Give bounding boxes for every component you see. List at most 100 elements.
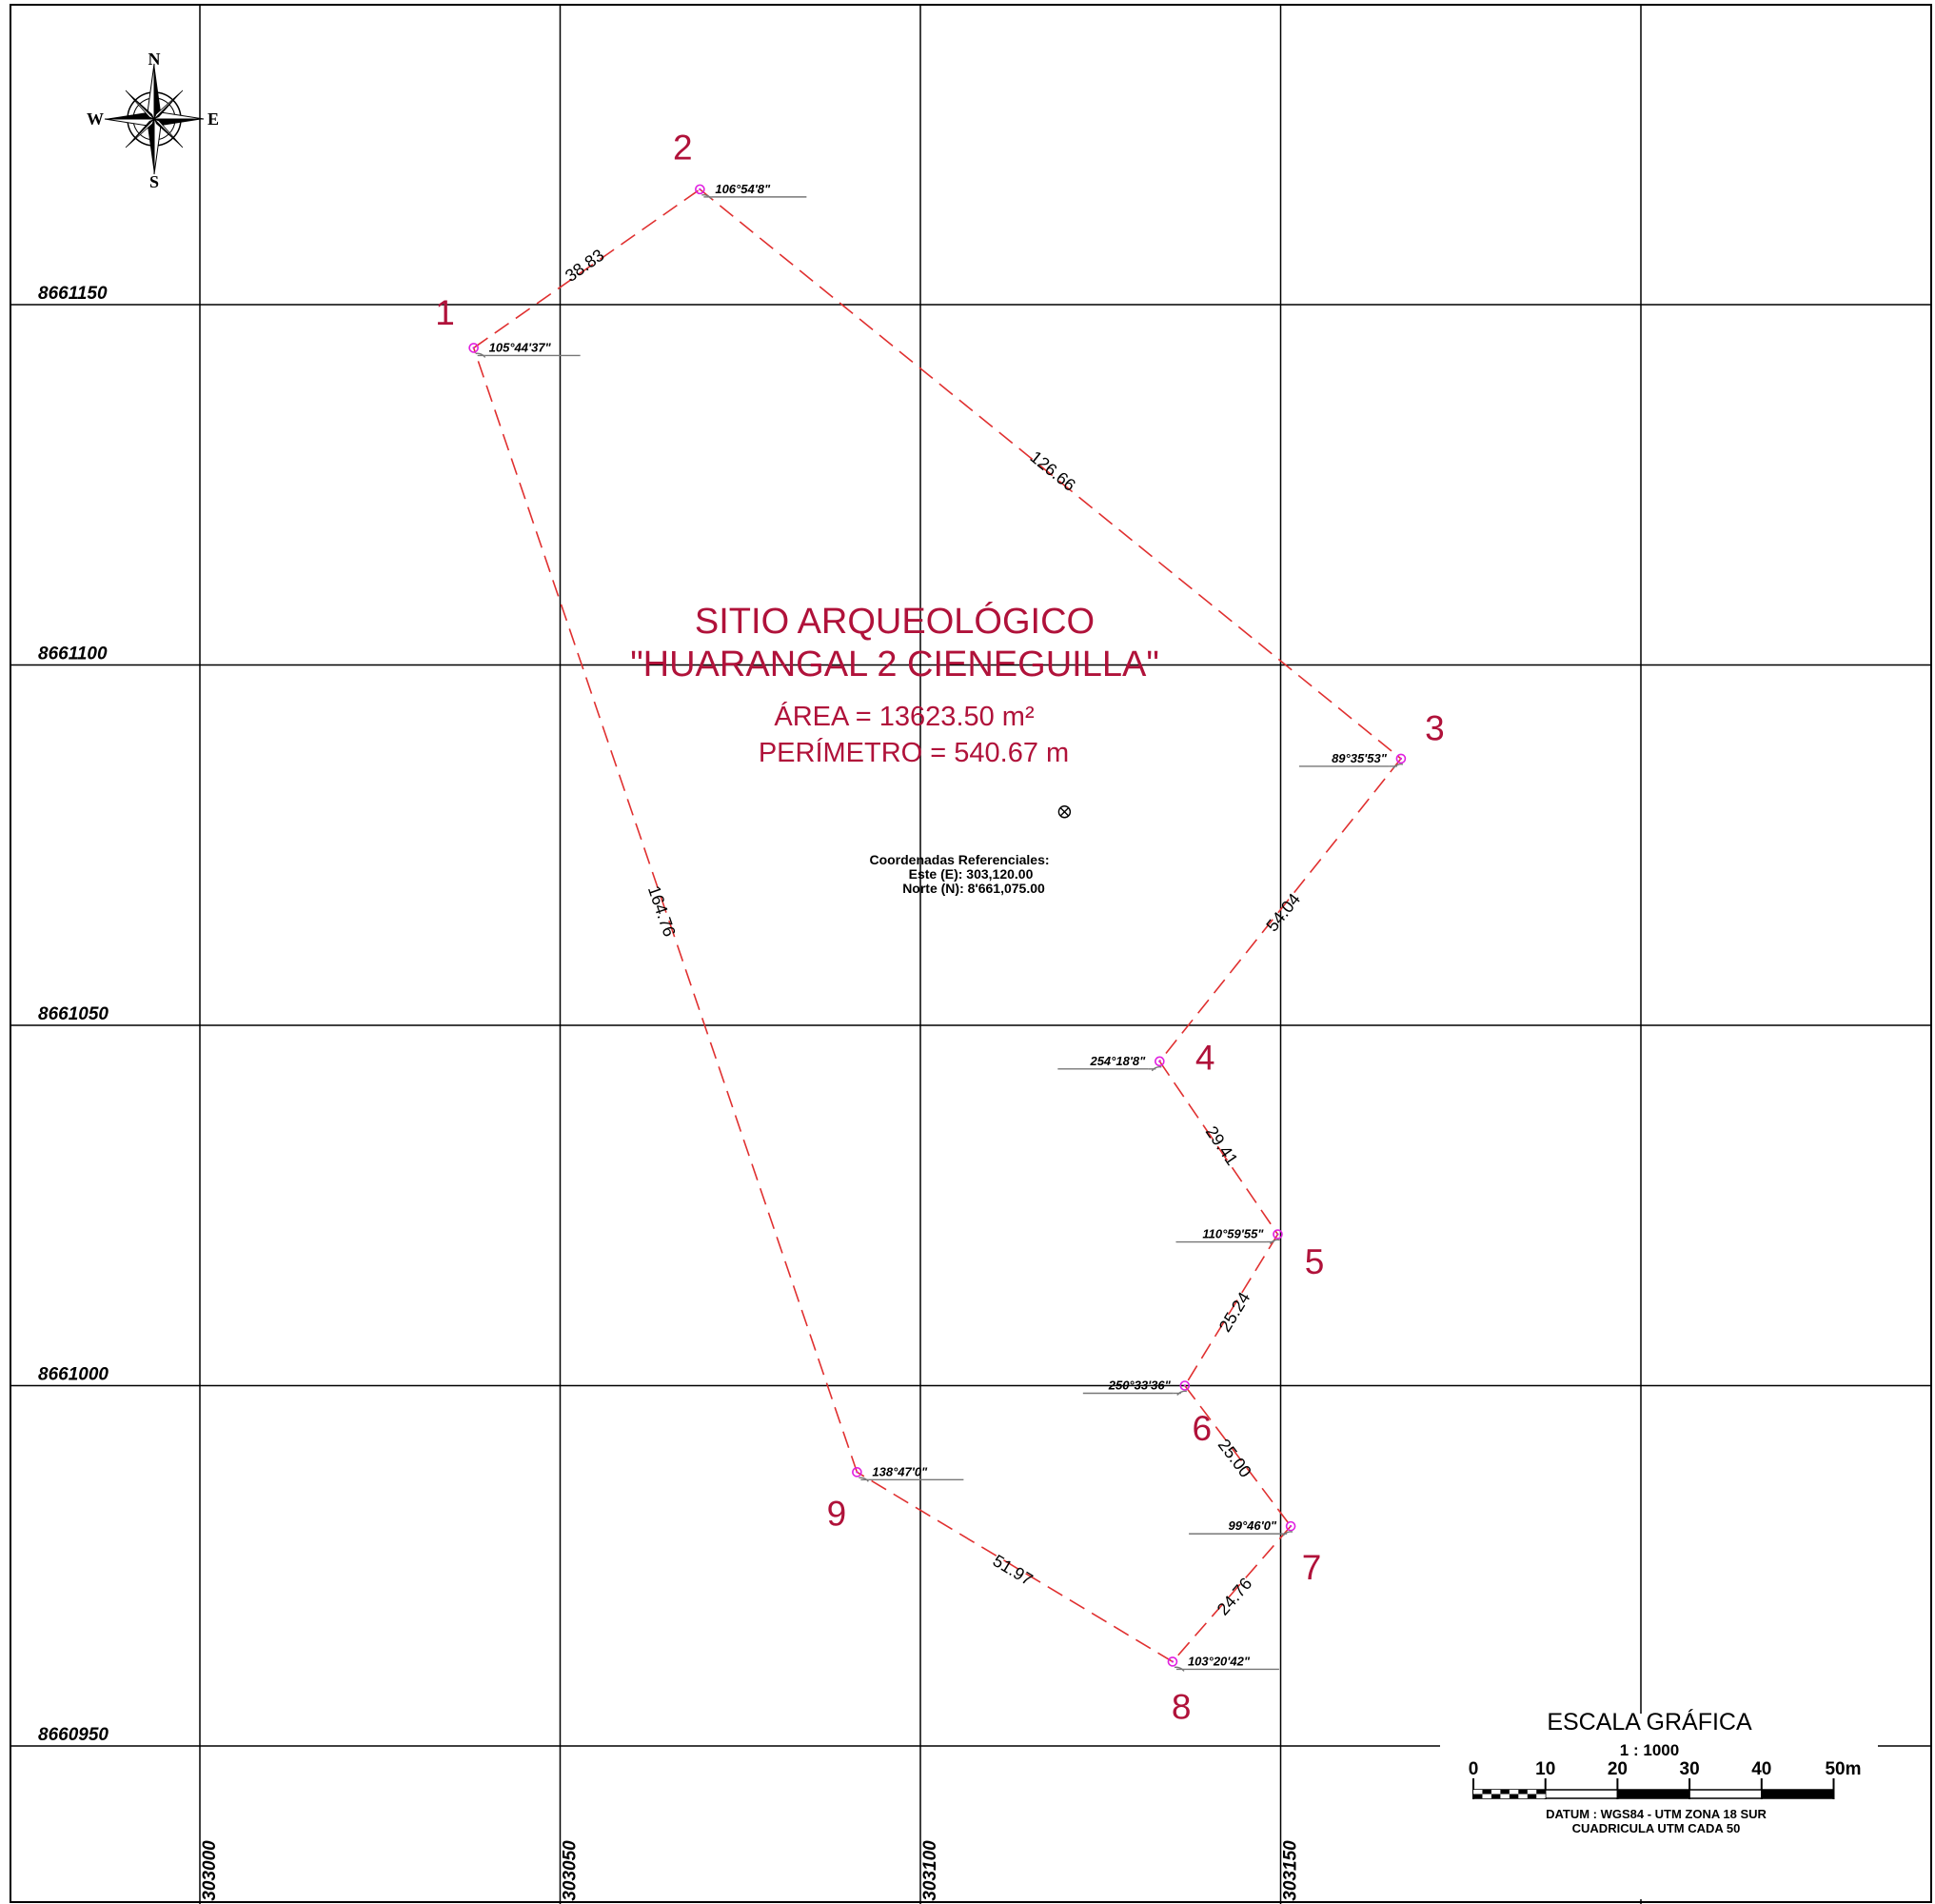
vertex-angle: 103°20'42" — [1174, 1654, 1279, 1672]
boundary-edge — [856, 1471, 1174, 1663]
site-perimeter: PERÍMETRO = 540.67 m — [759, 737, 1069, 768]
vertex-angle-label: 99°46'0" — [1228, 1518, 1276, 1533]
boundary-edge — [1172, 1525, 1292, 1662]
angle-arc — [1151, 1065, 1162, 1072]
vertex-number: 6 — [1193, 1409, 1213, 1448]
vertex-angle-label: 89°35'53" — [1332, 751, 1388, 765]
vertex-marker-icon — [1167, 1656, 1178, 1667]
scale-checker — [1527, 1790, 1537, 1795]
scale-segment — [1544, 1789, 1619, 1799]
boundary-edge — [1158, 758, 1402, 1062]
grid-label-northing: 8661000 — [38, 1365, 109, 1385]
vertex-marker-icon — [852, 1467, 862, 1478]
vertex-marker-icon — [1395, 753, 1407, 764]
vertex-number: 2 — [673, 128, 693, 167]
compass-north-label: N — [148, 50, 161, 69]
vertex-marker-icon — [1179, 1380, 1191, 1391]
site-area: ÁREA = 13623.50 m² — [774, 701, 1035, 732]
scale-bar: 0 10 20 30 40 50m — [1469, 1759, 1862, 1799]
reference-point: Coordenadas Referenciales: Este (E): 303… — [869, 805, 1072, 896]
vertex-angle: 106°54'8" — [701, 182, 807, 200]
vertex-angle-label: 105°44'37" — [489, 340, 552, 354]
grid-label-easting: 303100 — [920, 1840, 940, 1901]
scale-tick-label: 50m — [1825, 1759, 1861, 1779]
vertex-angle: 110°59'55" — [1175, 1227, 1280, 1244]
grid-label-northing: 8661100 — [38, 645, 108, 664]
boundary-edge — [1184, 1234, 1279, 1386]
vertex-angle: 99°46'0" — [1189, 1518, 1293, 1537]
scale-checker — [1482, 1794, 1491, 1798]
scale-segment — [1616, 1789, 1690, 1799]
site-polygon: 38.83126.6654.0429.4125.2425.0024.7651.9… — [435, 128, 1445, 1726]
scale-checker — [1491, 1790, 1501, 1795]
scale-block: ESCALA GRÁFICA 1 : 1000 0 10 20 30 40 50m DAT… — [1440, 1708, 1878, 1899]
reference-heading: Coordenadas Referenciales: — [869, 852, 1049, 867]
grid-label-northing: 8661050 — [38, 1004, 109, 1024]
reference-cross — [1059, 807, 1069, 817]
vertex-center-dot — [1158, 1060, 1161, 1063]
vertex-angle-label: 138°47'0" — [872, 1464, 928, 1478]
vertex-angle: 138°47'0" — [859, 1464, 964, 1482]
vertex-number: 1 — [435, 293, 455, 332]
vertex-center-dot — [856, 1471, 859, 1474]
angle-arc — [1282, 1531, 1293, 1537]
utm-grid: 303000 303050 303100 3031508661150866110086… — [10, 5, 1931, 1904]
scale-segment — [1761, 1789, 1835, 1799]
scale-checker — [1500, 1794, 1510, 1798]
scale-checker — [1473, 1790, 1483, 1795]
site-title-line2: "HUARANGAL 2 CIENEGUILLA" — [630, 645, 1159, 684]
scale-grid-note: CUADRICULA UTM CADA 50 — [1572, 1821, 1741, 1835]
vertex-angle: 254°18'8" — [1057, 1054, 1162, 1072]
grid-label-northing: 8661150 — [38, 284, 108, 304]
vertex-marker-icon — [1285, 1520, 1296, 1532]
reference-crosshair-icon — [1057, 805, 1072, 819]
scale-tick-label: 30 — [1680, 1759, 1700, 1779]
vertex-center-dot — [1399, 757, 1403, 761]
scale-tick-label: 0 — [1469, 1759, 1479, 1779]
scale-ratio: 1 : 1000 — [1620, 1741, 1679, 1759]
scale-title: ESCALA GRÁFICA — [1547, 1708, 1752, 1735]
boundary-edge — [473, 188, 701, 349]
vertex-number: 8 — [1172, 1688, 1192, 1727]
grid-label-northing: 8660950 — [38, 1725, 109, 1745]
scale-tick-label: 40 — [1751, 1759, 1771, 1779]
compass-east-label: E — [207, 109, 219, 129]
vertex-center-dot — [1276, 1233, 1279, 1236]
angle-arc — [859, 1477, 869, 1482]
vertex-number: 3 — [1425, 709, 1445, 748]
vertex-marker-icon — [468, 343, 479, 353]
boundary-edge — [472, 347, 859, 1473]
scale-checker — [1518, 1794, 1528, 1798]
vertex-angle-label: 250°33'36" — [1108, 1378, 1172, 1393]
vertex-angle: 105°44'37" — [475, 340, 581, 358]
vertex-center-dot — [1183, 1384, 1187, 1387]
angle-arc — [1392, 764, 1404, 769]
grid-label-easting: 303150 — [1281, 1840, 1301, 1901]
vertex-angle-label: 254°18'8" — [1089, 1054, 1146, 1068]
scale-tick-label: 10 — [1535, 1759, 1555, 1779]
angle-arc — [475, 352, 486, 358]
compass-west-label: W — [87, 109, 104, 129]
vertex-center-dot — [699, 188, 701, 191]
vertex-number: 4 — [1195, 1038, 1215, 1077]
angle-arc — [701, 194, 712, 200]
vertex-marker-icon — [1155, 1056, 1165, 1067]
vertex-center-dot — [1289, 1524, 1293, 1528]
reference-norte: Norte (N): 8'661,075.00 — [902, 881, 1045, 896]
compass-star-icon — [104, 63, 205, 175]
vertex-number: 9 — [827, 1494, 847, 1533]
boundary-edge — [1158, 1061, 1279, 1235]
angle-arc — [1174, 1666, 1185, 1672]
vertex-marker-icon — [695, 184, 705, 195]
angle-arc — [1176, 1390, 1187, 1396]
site-title-line1: SITIO ARQUEOLÓGICO — [695, 601, 1095, 642]
vertex-angle-label: 110°59'55" — [1202, 1227, 1264, 1241]
map-frame — [10, 4, 1932, 1903]
vertex-center-dot — [472, 347, 475, 349]
reference-este: Este (E): 303,120.00 — [909, 866, 1034, 882]
scale-datum: DATUM : WGS84 - UTM ZONA 18 SUR — [1546, 1807, 1767, 1821]
site-title-block: SITIO ARQUEOLÓGICO "HUARANGAL 2 CIENEGUI… — [630, 601, 1159, 768]
grid-label-easting: 303050 — [561, 1840, 581, 1901]
vertex-angle: 89°35'53" — [1298, 751, 1404, 769]
